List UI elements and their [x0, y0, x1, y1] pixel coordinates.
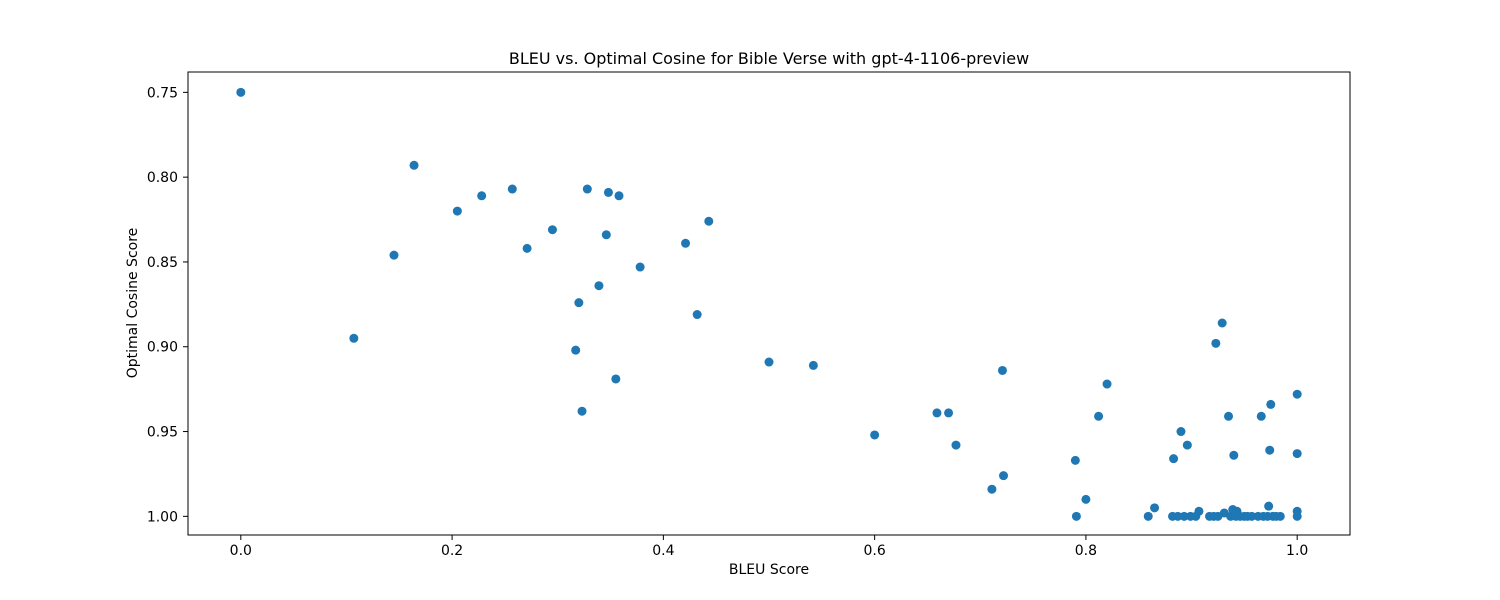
- data-point-32: [1071, 511, 1081, 521]
- data-point-42: [1179, 511, 1189, 521]
- data-point-62: [1247, 511, 1257, 521]
- data-point-76: [1292, 511, 1302, 521]
- data-point-37: [1150, 503, 1160, 513]
- data-point-73: [1292, 389, 1302, 399]
- data-point-33: [1081, 494, 1091, 504]
- x-tick-label: 0.0: [230, 543, 252, 559]
- data-point-43: [1182, 440, 1192, 450]
- y-tick-label: 0.75: [147, 85, 178, 101]
- data-point-15: [603, 187, 613, 197]
- data-point-26: [944, 408, 954, 418]
- data-point-64: [1256, 411, 1266, 421]
- data-point-10: [574, 298, 584, 308]
- y-tick-label: 0.95: [147, 425, 178, 441]
- x-axis-label: BLEU Score: [729, 562, 809, 578]
- data-point-56: [1229, 450, 1239, 460]
- data-point-35: [1102, 379, 1112, 389]
- y-tick-label: 1.00: [147, 509, 178, 525]
- data-point-19: [681, 238, 691, 248]
- y-axis-ticks: 0.75 0.80 0.85 0.90 0.95 1.00: [147, 85, 188, 525]
- data-point-36: [1143, 511, 1153, 521]
- data-point-46: [1194, 506, 1204, 516]
- data-point-69: [1266, 399, 1276, 409]
- data-point-40: [1173, 511, 1183, 521]
- data-point-31: [1070, 455, 1080, 465]
- x-tick-label: 0.6: [864, 543, 886, 559]
- chart-title: BLEU vs. Optimal Cosine for Bible Verse …: [509, 49, 1029, 68]
- data-point-22: [764, 357, 774, 367]
- data-point-51: [1217, 318, 1227, 328]
- data-point-72: [1275, 511, 1285, 521]
- data-point-3: [409, 160, 419, 170]
- data-point-21: [704, 216, 714, 226]
- data-point-23: [808, 360, 818, 370]
- y-axis-label: Optimal Cosine Score: [125, 228, 141, 379]
- data-point-67: [1264, 501, 1274, 511]
- data-point-7: [522, 243, 532, 253]
- data-point-4: [452, 206, 462, 216]
- data-point-41: [1176, 427, 1186, 437]
- data-point-11: [577, 406, 587, 416]
- y-tick-label: 0.85: [147, 255, 178, 271]
- data-point-18: [635, 262, 645, 272]
- data-points: [236, 87, 1302, 521]
- data-point-16: [611, 374, 621, 384]
- y-tick-label: 0.90: [147, 340, 178, 356]
- x-tick-label: 0.2: [441, 543, 463, 559]
- data-point-29: [997, 365, 1007, 375]
- data-point-12: [582, 184, 592, 194]
- plot-frame: [187, 71, 1351, 536]
- data-point-30: [999, 471, 1009, 481]
- data-point-53: [1224, 411, 1234, 421]
- data-point-28: [987, 484, 997, 494]
- data-point-0: [236, 87, 246, 97]
- data-point-8: [547, 225, 557, 235]
- data-point-49: [1211, 338, 1221, 348]
- x-tick-label: 0.8: [1075, 543, 1097, 559]
- data-point-20: [692, 310, 702, 320]
- data-point-13: [594, 281, 604, 291]
- y-tick-label: 0.80: [147, 170, 178, 186]
- data-point-25: [932, 408, 942, 418]
- data-point-2: [389, 250, 399, 260]
- x-tick-label: 0.4: [652, 543, 674, 559]
- data-point-39: [1169, 454, 1179, 464]
- data-point-5: [477, 191, 487, 201]
- data-point-17: [614, 191, 624, 201]
- data-point-1: [349, 333, 359, 343]
- data-point-68: [1265, 445, 1275, 455]
- x-tick-label: 1.0: [1286, 543, 1308, 559]
- data-point-27: [951, 440, 961, 450]
- data-point-24: [870, 430, 880, 440]
- data-point-14: [601, 230, 611, 240]
- data-point-34: [1094, 411, 1104, 421]
- data-point-74: [1292, 449, 1302, 459]
- x-axis-ticks: 0.0 0.2 0.4 0.6 0.8 1.0: [230, 535, 1308, 559]
- data-point-9: [571, 345, 581, 355]
- data-point-6: [507, 184, 517, 194]
